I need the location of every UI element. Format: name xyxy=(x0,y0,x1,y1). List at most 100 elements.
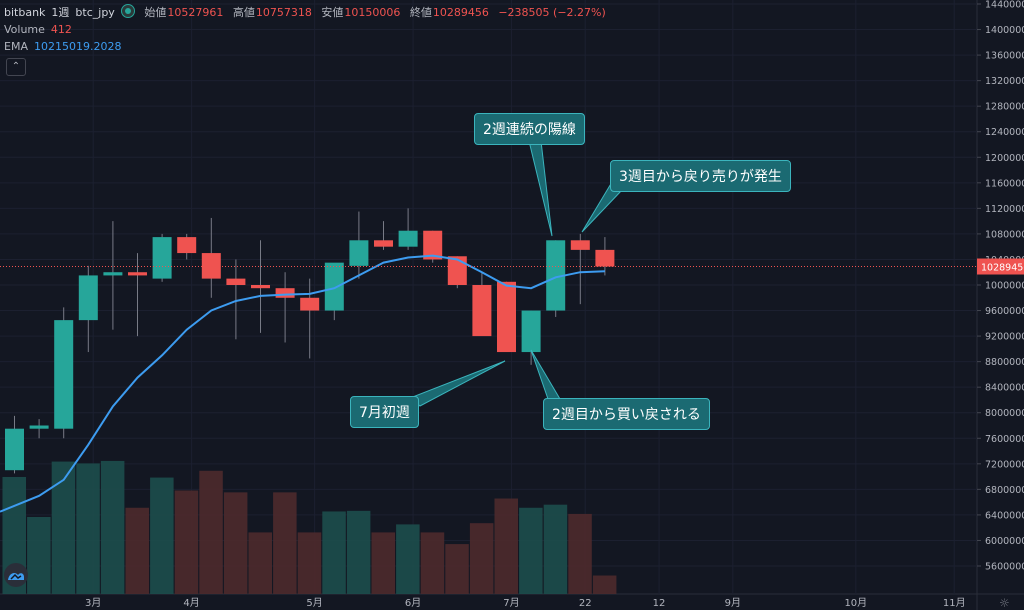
price-tick-label: 10800000 xyxy=(985,229,1024,240)
candle-body xyxy=(226,278,246,285)
candle-body xyxy=(546,240,566,311)
open-value: 10527961 xyxy=(167,6,224,19)
volume-bar xyxy=(420,532,445,594)
volume-bar xyxy=(248,532,272,594)
legend-ema: EMA 10215019.2028 xyxy=(4,40,127,53)
close-value: 10289456 xyxy=(432,6,489,19)
price-tick-label: 12000000 xyxy=(985,153,1024,164)
low-value: 10150006 xyxy=(344,6,401,19)
price-tick-label: 6400000 xyxy=(985,510,1024,521)
candle-body xyxy=(177,237,197,254)
candle-body xyxy=(128,272,147,276)
time-tick-label: 4月 xyxy=(183,597,199,609)
time-tick-label: 11月 xyxy=(943,597,966,609)
candle-body xyxy=(349,240,369,266)
volume-bar xyxy=(371,532,395,594)
candle-body xyxy=(521,310,541,353)
price-tick-label: 11600000 xyxy=(985,178,1024,189)
low-label: 安値 xyxy=(321,6,344,19)
candle-body xyxy=(398,230,418,247)
current-price-badge xyxy=(977,258,1024,275)
interval-label: 1週 xyxy=(51,6,70,19)
price-axis[interactable]: 14400000 14000000 13600000 13200000 12800000… xyxy=(977,0,1024,573)
time-tick-label: 3月 xyxy=(85,597,101,609)
volume-bar xyxy=(174,490,199,594)
legend-ohlc: bitbank 1週 btc_jpy 始値10527961 高値10757318 安… xyxy=(4,4,612,20)
logo-icon[interactable] xyxy=(4,563,28,587)
legend-volume: Volume 412 xyxy=(4,23,78,36)
time-tick-label: 12 xyxy=(653,598,666,609)
volume-bar xyxy=(273,492,297,594)
callout-pointers xyxy=(409,140,623,407)
volume-bar xyxy=(543,504,568,594)
candles xyxy=(5,208,615,474)
time-tick-label: 6月 xyxy=(405,597,421,609)
candle-body xyxy=(472,285,492,337)
callout-buyback-week2: 2週目から買い戻される xyxy=(543,398,710,430)
volume-bars xyxy=(2,460,617,594)
price-tick-label: 13200000 xyxy=(985,76,1024,87)
high-label: 高値 xyxy=(232,6,255,19)
candle-body xyxy=(497,281,516,353)
price-tick-label: 10000000 xyxy=(985,281,1024,292)
time-tick-label: 10月 xyxy=(844,597,867,609)
time-tick-label: 7月 xyxy=(503,597,519,609)
volume-bar xyxy=(150,477,174,594)
time-tick-label: 22 xyxy=(579,598,592,609)
price-tick-label: 8400000 xyxy=(985,383,1024,394)
price-tick-label: 6800000 xyxy=(985,485,1024,496)
price-tick-label: 6000000 xyxy=(985,536,1024,547)
volume-bar xyxy=(346,510,371,594)
gear-icon[interactable]: ☼ xyxy=(999,596,1010,610)
candle-body xyxy=(54,320,74,429)
ema-label: EMA xyxy=(4,40,28,53)
candle-body xyxy=(78,275,98,321)
volume-bar xyxy=(469,523,494,594)
time-axis[interactable]: 3月 4月 5月 6月 7月 22 12 9月 10月 11月 xyxy=(85,597,966,609)
pointer-buyback-week2 xyxy=(530,349,561,400)
price-tick-label: 12400000 xyxy=(985,127,1024,138)
price-tick-label: 8800000 xyxy=(985,357,1024,368)
volume-label: Volume xyxy=(4,23,45,36)
callout-two-week-up: 2週連続の陽線 xyxy=(474,113,585,145)
volume-bar xyxy=(568,513,592,594)
volume-bar xyxy=(494,498,518,594)
callout-july-first-week: 7月初週 xyxy=(350,396,419,428)
price-tick-label: 5600000 xyxy=(985,562,1024,573)
volume-bar xyxy=(592,575,617,594)
chevron-up-icon[interactable]: ⌃ xyxy=(6,58,26,76)
volume-bar xyxy=(100,460,125,594)
volume-bar xyxy=(322,511,346,594)
volume-bar xyxy=(519,507,543,594)
pointer-july-first-week xyxy=(409,360,506,407)
ema-line xyxy=(0,254,605,513)
market-status-icon xyxy=(120,4,135,18)
candle-body xyxy=(5,428,24,471)
close-label: 終値 xyxy=(409,6,432,19)
volume-bar xyxy=(297,532,322,594)
candle-body xyxy=(423,230,443,260)
volume-bar xyxy=(396,524,420,594)
volume-bar xyxy=(27,517,51,594)
ema-value: 10215019.2028 xyxy=(33,40,122,53)
volume-bar xyxy=(76,463,100,594)
volume-bar xyxy=(223,492,248,594)
symbol-name: btc_jpy xyxy=(75,6,115,19)
price-tick-label: 14400000 xyxy=(985,0,1024,11)
candle-body xyxy=(300,297,320,311)
pointer-two-week-up xyxy=(528,140,553,237)
candle-body xyxy=(595,249,615,267)
volume-bar xyxy=(199,470,223,594)
candle-body xyxy=(152,237,172,279)
price-tick-label: 13600000 xyxy=(985,51,1024,62)
candle-body xyxy=(251,285,270,289)
current-price-label: 10289456 xyxy=(981,263,1024,274)
candle-body xyxy=(275,288,295,298)
time-tick-label: 5月 xyxy=(306,597,322,609)
price-tick-label: 12800000 xyxy=(985,102,1024,113)
price-tick-label: 7600000 xyxy=(985,434,1024,445)
callout-sell-from-week3: 3週目から戻り売りが発生 xyxy=(610,160,791,192)
time-tick-label: 9月 xyxy=(725,597,741,609)
high-value: 10757318 xyxy=(255,6,312,19)
